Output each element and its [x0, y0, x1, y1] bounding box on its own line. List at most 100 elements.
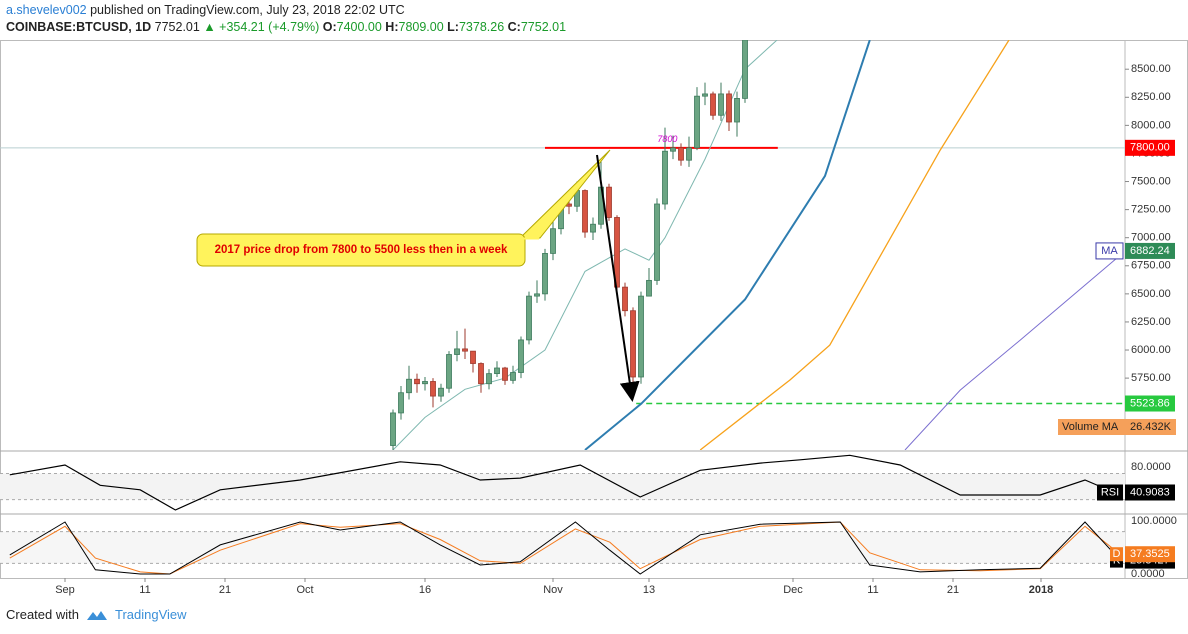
candle-body: [646, 279, 652, 297]
stoch-value-tag: [1125, 546, 1175, 563]
ohlc-key: O:: [322, 20, 337, 34]
author[interactable]: a.shevelev002: [6, 3, 87, 17]
y-tick-label: 7500.00: [1131, 175, 1171, 187]
rsi-band: [0, 473, 1125, 500]
candle-body: [654, 203, 660, 281]
candle-body: [590, 223, 596, 233]
change-arrow: ▲: [203, 20, 216, 34]
y-tick-label: 8000.00: [1131, 119, 1171, 131]
rsi-tag: [1097, 484, 1123, 501]
stoch-value: 37.3525: [1130, 548, 1170, 560]
candle-body: [638, 295, 644, 378]
candle-body: [622, 286, 628, 312]
main-pane: [0, 40, 1125, 450]
ohlc-value: 7752.01: [520, 20, 567, 34]
candle-body: [406, 378, 412, 394]
candle-body: [606, 186, 612, 218]
chart: 5500.005750.006000.006250.006500.006750.…: [0, 40, 1188, 596]
rsi-name: RSI: [1101, 486, 1119, 498]
level-note: 7800: [657, 134, 677, 144]
callout-box: [196, 233, 526, 267]
candle-body: [694, 95, 700, 149]
candle-body: [390, 412, 396, 446]
volume-ma-name: Volume MA: [1062, 421, 1119, 433]
candle-body: [550, 228, 556, 254]
ma-line: [904, 254, 1121, 450]
y-tick-label: 8500.00: [1131, 63, 1171, 75]
candle-body: [478, 363, 484, 385]
candle-body: [582, 190, 588, 233]
rsi-line: [9, 454, 1121, 511]
symbol: COINBASE:BTCUSD, 1D: [6, 20, 152, 34]
header: a.shevelev002 published on TradingView.c…: [6, 2, 566, 36]
y-tick-label: 6750.00: [1131, 260, 1171, 272]
ma-line: [584, 40, 871, 450]
candle-body: [486, 373, 492, 385]
rsi-value-tag: [1125, 484, 1175, 501]
y-tick-label: 6500.00: [1131, 288, 1171, 300]
stoch-band: [0, 531, 1125, 564]
published: published on TradingView.com, July 23, 2…: [90, 3, 405, 17]
x-tick-label: 11: [139, 584, 150, 596]
level-label: 5523.86: [1130, 397, 1170, 409]
stoch-pane: [0, 521, 1125, 575]
stoch-k-line: [9, 521, 1121, 575]
ma-name: MA: [1101, 245, 1118, 257]
x-tick-label: 21: [219, 584, 231, 596]
stoch-tag: [1110, 547, 1123, 562]
candle-body: [526, 295, 532, 341]
candle-body: [718, 93, 724, 116]
candle-body: [398, 392, 404, 414]
change: +354.21 (+4.79%): [219, 20, 320, 34]
x-tick-label: 16: [419, 584, 431, 596]
x-tick-label: Oct: [296, 584, 313, 596]
stoch-name: D: [1113, 548, 1121, 560]
x-tick-label: 11: [867, 584, 878, 596]
logo: [86, 610, 107, 620]
x-tick-label: 21: [947, 584, 959, 596]
y-tick-label: 8250.00: [1131, 91, 1171, 103]
candle-body: [542, 253, 548, 295]
y-tick-label: 6000.00: [1131, 344, 1171, 356]
axes: 5500.005750.006000.006250.006500.006750.…: [55, 63, 1177, 596]
ohlc-key: C:: [507, 20, 521, 34]
y-tick-label: 5750.00: [1131, 372, 1171, 384]
ohlc-key: L:: [447, 20, 459, 34]
candle-body: [710, 93, 716, 116]
brand[interactable]: TradingView: [114, 607, 187, 622]
ma-value: 6882.24: [1130, 245, 1170, 257]
annotation: 2017 price drop from 7800 to 5500 less t…: [215, 244, 508, 256]
candle-body: [726, 93, 732, 123]
candle-body: [686, 147, 692, 161]
candle-body: [670, 147, 676, 152]
x-tick-label: Nov: [543, 584, 563, 596]
level-label: 7800.00: [1130, 142, 1170, 154]
x-tick-label: Dec: [783, 584, 803, 596]
y-tick-label: 6250.00: [1131, 316, 1171, 328]
footer: Created with TradingView: [6, 607, 187, 622]
x-tick-label: Sep: [55, 584, 75, 596]
ma-tag: [1095, 242, 1124, 260]
last: 7752.01: [154, 20, 200, 34]
x-tick-label: 13: [643, 584, 655, 596]
stoch-tick-label: 100.0000: [1131, 515, 1177, 527]
created: Created with: [6, 607, 79, 622]
candle-body: [734, 98, 740, 123]
candle-body: [470, 350, 476, 364]
candle-body: [678, 147, 684, 161]
candle-body: [446, 354, 452, 389]
y-tick-label: 7250.00: [1131, 204, 1171, 216]
candle-body: [502, 367, 508, 381]
level-tag: [1125, 395, 1175, 412]
level-tag: [1125, 139, 1175, 156]
ohlc-value: 7809.00: [398, 20, 444, 34]
candle-body: [438, 387, 444, 397]
candle-body: [510, 372, 516, 381]
rsi-pane: [0, 454, 1125, 511]
ma-line: [392, 40, 778, 450]
candle-body: [518, 339, 524, 373]
ohlc-value: 7400.00: [336, 20, 382, 34]
candle-body: [742, 40, 748, 99]
ohlc-value: 7378.26: [458, 20, 505, 34]
candle-body: [702, 93, 708, 97]
